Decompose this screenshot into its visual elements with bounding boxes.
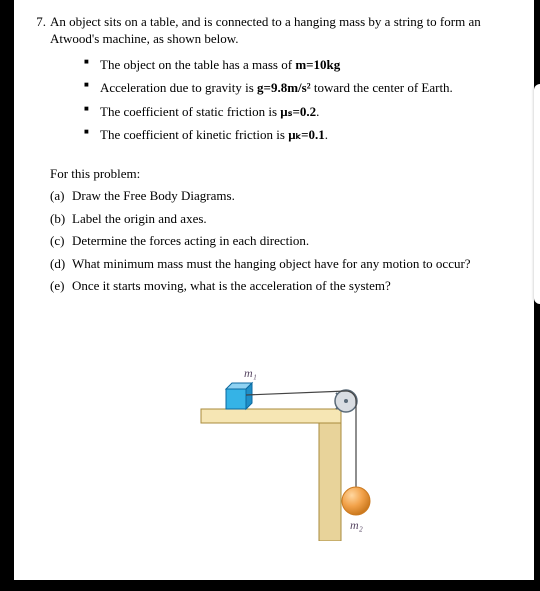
given-post: . [316,104,319,119]
part-label: (d) [50,255,72,273]
figure: m₁ m₂ [186,361,386,545]
part-label: (e) [50,277,72,295]
part-text: What minimum mass must the hanging objec… [72,256,471,271]
problem-number: 7. [26,14,50,30]
parts-list: (a)Draw the Free Body Diagrams. (b)Label… [50,187,522,295]
page: 7. An object sits on a table, and is con… [14,0,534,580]
part-label: (a) [50,187,72,205]
given-item: The coefficient of kinetic friction is μ… [84,126,522,144]
given-bold: g=9.8m/s² [257,80,311,95]
part-text: Once it starts moving, what is the accel… [72,278,391,293]
part-item: (b)Label the origin and axes. [50,210,522,228]
part-item: (d)What minimum mass must the hanging ob… [50,255,522,273]
given-item: The object on the table has a mass of m=… [84,56,522,74]
given-pre: The coefficient of static friction is [100,104,280,119]
part-text: Label the origin and axes. [72,211,207,226]
given-bold: μₖ=0.1 [288,127,325,142]
part-item: (a)Draw the Free Body Diagrams. [50,187,522,205]
given-post: toward the center of Earth. [311,80,453,95]
given-pre: The coefficient of kinetic friction is [100,127,288,142]
part-item: (e)Once it starts moving, what is the ac… [50,277,522,295]
problem-body: An object sits on a table, and is connec… [50,14,522,545]
given-item: Acceleration due to gravity is g=9.8m/s²… [84,79,522,97]
given-item: The coefficient of static friction is μₛ… [84,103,522,121]
problem: 7. An object sits on a table, and is con… [26,14,522,545]
given-post: . [325,127,328,142]
intro-text: An object sits on a table, and is connec… [50,14,522,48]
given-bold: m=10kg [295,57,340,72]
given-bold: μₛ=0.2 [280,104,316,119]
part-label: (c) [50,232,72,250]
given-pre: The object on the table has a mass of [100,57,295,72]
given-list: The object on the table has a mass of m=… [50,56,522,144]
svg-text:m₂: m₂ [350,518,363,532]
part-item: (c)Determine the forces acting in each d… [50,232,522,250]
side-tab[interactable] [534,84,540,304]
atwood-diagram-icon: m₁ m₂ [186,361,386,541]
lead-text: For this problem: [50,166,522,182]
part-text: Determine the forces acting in each dire… [72,233,309,248]
svg-text:m₁: m₁ [244,366,257,380]
given-pre: Acceleration due to gravity is [100,80,257,95]
part-text: Draw the Free Body Diagrams. [72,188,235,203]
part-label: (b) [50,210,72,228]
